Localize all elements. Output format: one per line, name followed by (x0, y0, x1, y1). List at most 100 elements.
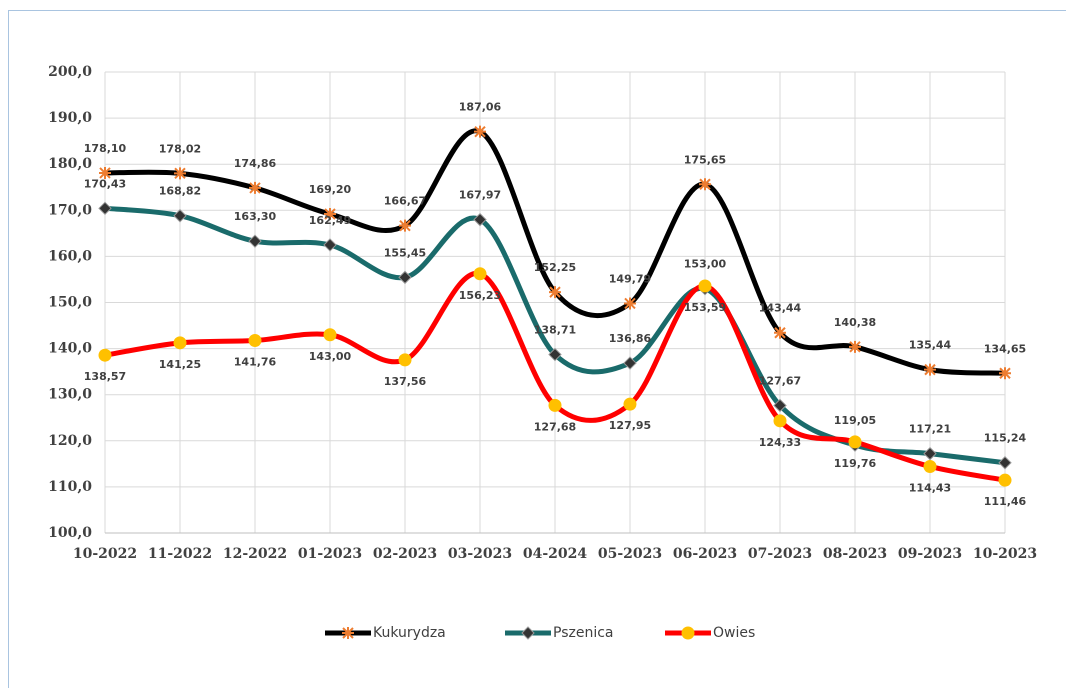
y-tick-label: 170,0 (48, 202, 92, 218)
data-label: 115,24 (984, 432, 1027, 445)
data-point (99, 166, 111, 179)
data-label: 136,86 (609, 332, 652, 345)
data-label: 153,00 (684, 258, 727, 271)
data-label: 140,38 (834, 316, 876, 329)
x-tick-label: 10-2023 (973, 546, 1037, 562)
data-label: 163,30 (234, 210, 277, 223)
data-point (474, 125, 486, 138)
x-tick-label: 02-2023 (373, 546, 437, 562)
data-label: 138,71 (534, 324, 576, 337)
x-tick-label: 06-2023 (673, 546, 737, 562)
data-point (623, 397, 637, 411)
data-label: 127,68 (534, 420, 576, 433)
data-point (773, 414, 787, 428)
data-point (98, 348, 112, 362)
legend-label: Owies (713, 625, 755, 641)
data-point (623, 356, 637, 370)
data-point (248, 333, 262, 347)
data-label: 152,25 (534, 261, 576, 274)
data-point (173, 336, 187, 350)
data-point (548, 398, 562, 412)
data-label: 111,46 (984, 495, 1027, 508)
data-label: 117,21 (909, 423, 951, 436)
y-tick-label: 150,0 (48, 295, 92, 311)
data-point (849, 340, 861, 353)
y-tick-label: 190,0 (48, 110, 92, 126)
x-tick-label: 07-2023 (748, 546, 812, 562)
data-label: 127,95 (609, 419, 651, 432)
legend-label: Pszenica (553, 625, 614, 641)
data-label: 127,67 (759, 374, 801, 387)
data-point (173, 209, 187, 223)
y-tick-label: 180,0 (48, 156, 92, 172)
y-tick-label: 110,0 (48, 479, 92, 495)
legend-marker (521, 626, 535, 640)
data-label: 156,23 (459, 289, 501, 302)
data-label: 143,00 (309, 350, 352, 363)
data-point (399, 219, 411, 232)
data-label: 143,44 (759, 302, 802, 315)
y-tick-label: 200,0 (48, 64, 92, 80)
x-tick-label: 01-2023 (298, 546, 362, 562)
legend-marker (342, 627, 354, 639)
legend-label: Kukurydza (373, 625, 446, 641)
x-tick-label: 09-2023 (898, 546, 962, 562)
data-label: 178,02 (159, 142, 201, 155)
chart-border (8, 10, 1066, 688)
data-point (98, 201, 112, 216)
data-point (698, 279, 712, 293)
data-label: 135,44 (909, 339, 952, 352)
data-label: 119,05 (834, 414, 876, 427)
data-point (998, 473, 1012, 487)
data-label: 141,25 (159, 358, 201, 371)
data-label: 155,45 (384, 246, 426, 259)
data-point (324, 207, 336, 220)
data-point (249, 181, 261, 194)
x-tick-label: 08-2023 (823, 546, 887, 562)
data-point (473, 267, 487, 281)
data-point (923, 459, 937, 473)
data-label: 141,76 (234, 355, 277, 368)
x-tick-label: 03-2023 (448, 546, 512, 562)
data-point (398, 353, 412, 367)
y-tick-label: 120,0 (48, 433, 92, 449)
x-tick-label: 11-2022 (148, 546, 212, 562)
data-point (174, 167, 186, 180)
data-label: 114,43 (909, 481, 951, 494)
data-label: 162,49 (309, 214, 351, 227)
data-point (548, 347, 562, 362)
data-point (398, 270, 412, 285)
data-point (998, 456, 1012, 470)
data-label: 187,06 (459, 101, 502, 114)
y-tick-label: 100,0 (48, 525, 92, 541)
data-label: 153,59 (684, 301, 726, 314)
data-label: 137,56 (384, 375, 427, 388)
data-label: 149,79 (609, 272, 651, 285)
data-label: 175,65 (684, 153, 726, 166)
data-point (773, 398, 787, 413)
data-point (774, 326, 786, 339)
data-label: 174,86 (234, 157, 277, 170)
data-point (624, 297, 636, 310)
data-label: 167,97 (459, 189, 501, 202)
y-tick-label: 140,0 (48, 341, 92, 357)
data-label: 119,76 (834, 457, 877, 470)
x-tick-label: 10-2022 (73, 546, 137, 562)
data-point (848, 435, 862, 449)
data-point (549, 286, 561, 299)
data-label: 168,82 (159, 185, 201, 198)
data-point (248, 234, 262, 248)
data-label: 166,67 (384, 195, 426, 208)
data-point (924, 363, 936, 376)
x-tick-label: 04-2024 (523, 546, 588, 562)
data-label: 170,43 (84, 177, 126, 190)
data-point (473, 212, 487, 227)
data-point (323, 328, 337, 342)
legend-marker (681, 626, 695, 640)
y-tick-label: 130,0 (48, 387, 92, 403)
x-tick-label: 05-2023 (598, 546, 662, 562)
data-label: 124,33 (759, 436, 801, 449)
data-label: 178,10 (84, 142, 127, 155)
data-point (923, 446, 937, 461)
